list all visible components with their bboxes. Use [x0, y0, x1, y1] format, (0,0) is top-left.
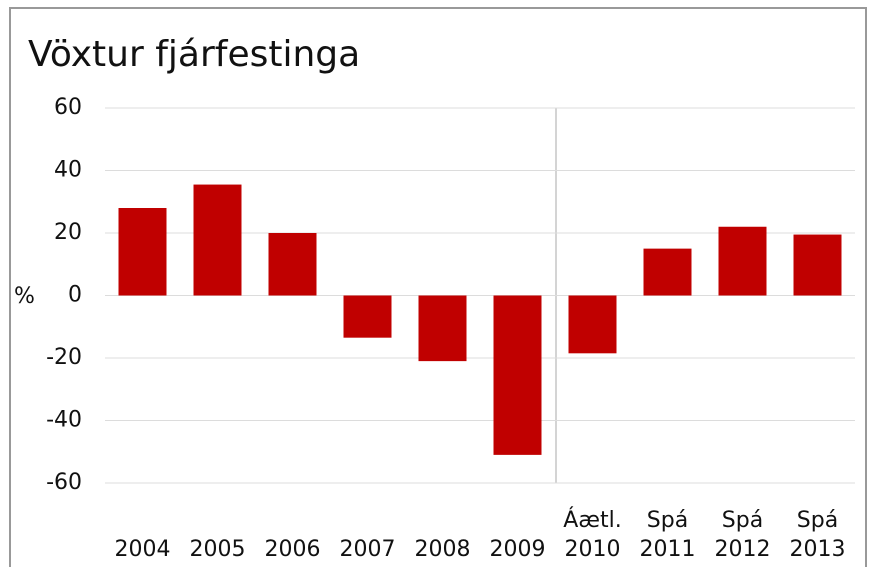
y-tick-label: 20 [54, 220, 82, 245]
bar [418, 295, 467, 362]
x-tick-label: 2008 [415, 537, 471, 562]
y-tick-label: -20 [46, 345, 82, 370]
bar [268, 233, 317, 296]
bar [118, 208, 167, 296]
x-tick-label: Áætl. [563, 507, 621, 533]
x-tick-label: 2005 [190, 537, 246, 562]
bar [193, 184, 242, 296]
x-tick-label: Spá [722, 508, 763, 533]
y-tick-label: 0 [68, 283, 82, 308]
x-tick-label: 2011 [640, 537, 696, 562]
x-tick-label: 2013 [790, 537, 846, 562]
y-tick-label: 60 [54, 95, 82, 120]
chart-title: Vöxtur fjárfestinga [28, 34, 360, 75]
bar [568, 295, 617, 354]
x-tick-label: 2010 [565, 537, 621, 562]
y-tick-label: 40 [54, 158, 82, 183]
y-tick-label: -60 [46, 470, 82, 495]
x-tick-label: 2009 [490, 537, 546, 562]
bar [718, 226, 767, 296]
x-tick-label: Spá [647, 508, 688, 533]
y-tick-label: -40 [46, 408, 82, 433]
x-tick-label: 2004 [115, 537, 171, 562]
bar [793, 234, 842, 296]
bar [643, 248, 692, 296]
bar [493, 295, 542, 455]
x-tick-label: 2012 [715, 537, 771, 562]
x-tick-label: 2007 [340, 537, 396, 562]
y-axis-label: % [14, 284, 35, 309]
x-tick-label: Spá [797, 508, 838, 533]
bar [343, 295, 392, 338]
x-tick-label: 2006 [265, 537, 321, 562]
